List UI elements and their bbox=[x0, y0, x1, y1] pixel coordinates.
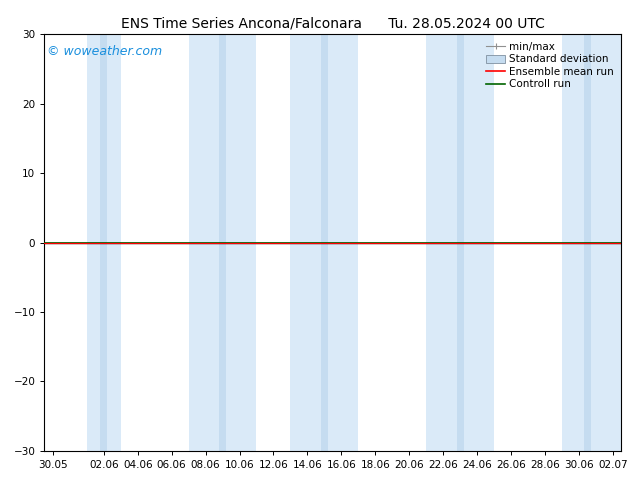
Bar bbox=[584, 34, 591, 451]
Legend: min/max, Standard deviation, Ensemble mean run, Controll run: min/max, Standard deviation, Ensemble me… bbox=[484, 40, 616, 92]
Bar bbox=[562, 34, 621, 451]
Bar bbox=[87, 34, 120, 451]
Title: ENS Time Series Ancona/Falconara      Tu. 28.05.2024 00 UTC: ENS Time Series Ancona/Falconara Tu. 28.… bbox=[121, 16, 545, 30]
Bar bbox=[100, 34, 107, 451]
Text: © woweather.com: © woweather.com bbox=[48, 45, 162, 58]
Bar bbox=[456, 34, 463, 451]
Bar bbox=[426, 34, 494, 451]
Bar bbox=[321, 34, 328, 451]
Bar bbox=[290, 34, 358, 451]
Bar bbox=[219, 34, 226, 451]
Bar bbox=[189, 34, 257, 451]
